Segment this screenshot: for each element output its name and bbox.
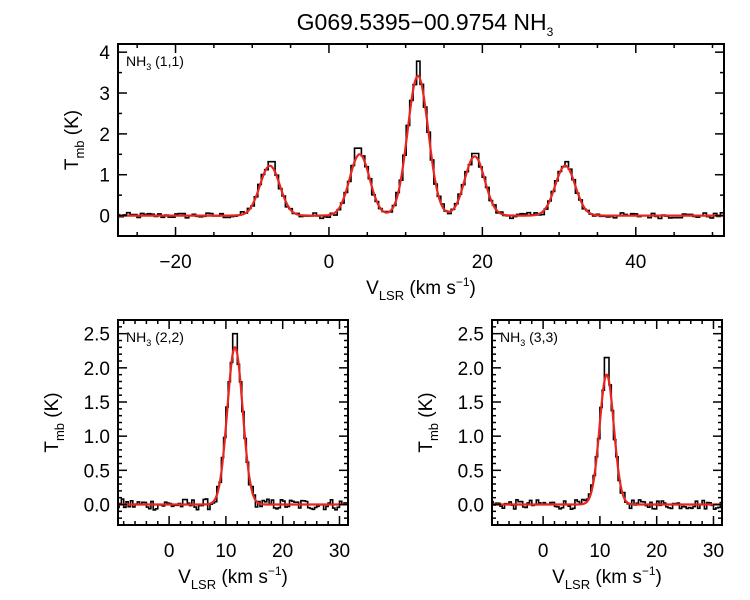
panel-3: 0 10 20 30 0.0 0.5 1.0 1.5 2.0 2.5 NH3 (3,3) VLSR (… (416, 319, 724, 592)
panel-label: NH3 (1,1) (126, 53, 184, 72)
x-tick-label: 30 (329, 541, 350, 562)
observed-spectrum-line (118, 332, 348, 511)
y-tick-label: 0.0 (84, 496, 110, 517)
observed-spectrum-line (492, 356, 722, 510)
x-tick-label: 20 (272, 541, 293, 562)
y-tick-label: 0.5 (84, 461, 110, 482)
figure-title: G069.5395−00.9754 NH3 (297, 9, 554, 39)
y-tick-label: 1.5 (84, 393, 110, 414)
y-tick-label: 1.5 (458, 393, 484, 414)
x-tick-label: 0 (164, 541, 175, 562)
y-tick-label: 0.0 (458, 496, 484, 517)
plot-frame (117, 43, 725, 237)
x-tick-label: 10 (215, 541, 236, 562)
x-axis-label: VLSR (km s−1) (178, 564, 288, 592)
plot-frame (491, 319, 723, 526)
y-tick-label: 2.0 (458, 359, 484, 380)
panel-label: NH3 (3,3) (500, 329, 558, 348)
panel-1: −20 0 20 40 0 1 2 3 4 NH3 (1,1) VLSR (km s−1) Tmb (… (62, 43, 725, 303)
x-tick-label: 10 (589, 541, 610, 562)
y-tick-label: 1 (99, 166, 110, 187)
y-axis-label: Tmb (K) (416, 392, 441, 452)
x-axis-label: VLSR (km s−1) (552, 564, 662, 592)
x-tick-label: 20 (472, 252, 493, 273)
y-tick-label: 1.0 (84, 427, 110, 448)
y-tick-label: 0 (99, 207, 110, 228)
x-tick-label: 40 (625, 252, 646, 273)
x-axis-label: VLSR (km s−1) (366, 275, 476, 303)
fit-curve-line (118, 346, 348, 506)
panel-2: 0 10 20 30 0.0 0.5 1.0 1.5 2.0 2.5 NH3 (2,2) VLSR (… (42, 319, 350, 592)
x-tick-label: −20 (159, 252, 191, 273)
fit-curve-line (492, 373, 722, 506)
y-tick-label: 2 (99, 125, 110, 146)
x-tick-label: 20 (646, 541, 667, 562)
x-tick-label: 30 (703, 541, 724, 562)
y-tick-label: 1.0 (458, 427, 484, 448)
x-tick-label: 0 (538, 541, 549, 562)
y-axis-label: Tmb (K) (42, 392, 67, 452)
y-tick-label: 2.5 (84, 325, 110, 346)
y-tick-label: 3 (99, 84, 110, 105)
y-tick-label: 4 (99, 43, 110, 64)
y-tick-label: 2.5 (458, 325, 484, 346)
panel-label: NH3 (2,2) (126, 329, 184, 348)
fit-curve-line (118, 74, 724, 217)
y-tick-label: 0.5 (458, 461, 484, 482)
y-axis-label: Tmb (K) (62, 110, 87, 170)
y-tick-label: 2.0 (84, 359, 110, 380)
x-tick-label: 0 (324, 252, 335, 273)
